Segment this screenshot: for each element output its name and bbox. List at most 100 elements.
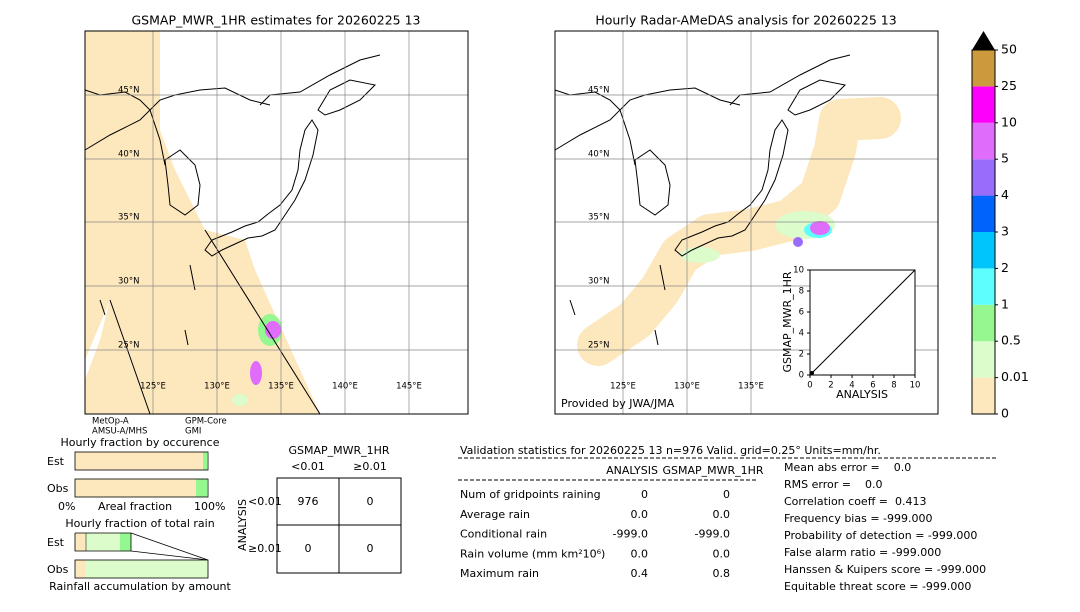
- row-label: Obs: [47, 563, 69, 576]
- stat-label: Average rain: [460, 508, 530, 521]
- x-tick-label: 2: [828, 381, 833, 391]
- inset-xlabel: ANALYSIS: [836, 388, 888, 401]
- map-title: GSMAP_MWR_1HR estimates for 20260225 13: [132, 13, 421, 28]
- colorbar-segment: [972, 268, 995, 305]
- x-tick-label: 4: [849, 381, 854, 391]
- colorbar-segment: [972, 159, 995, 196]
- colorbar-label: 3: [1001, 224, 1009, 239]
- map-title: Hourly Radar-AMeDAS analysis for 2026022…: [595, 13, 896, 28]
- colorbar-label: 10: [1001, 114, 1017, 129]
- score: Hanssen & Kuipers score = -999.000: [784, 563, 986, 576]
- lat-label: 45°N: [118, 86, 139, 96]
- fraction-bar: [203, 452, 207, 470]
- row-label: Est: [47, 455, 65, 468]
- lat-label: 40°N: [588, 150, 609, 160]
- colorbar-segment: [972, 341, 995, 378]
- lon-label: 135°E: [268, 382, 294, 392]
- swath-edge: [204, 229, 321, 415]
- colorbar-segment: [972, 232, 995, 269]
- swath-edge: [109, 299, 151, 415]
- lon-label: 125°E: [610, 382, 636, 392]
- score: Correlation coeff = 0.413: [784, 495, 926, 508]
- lon-label: 140°E: [332, 382, 358, 392]
- map-border: [84, 30, 469, 415]
- rain-area: [250, 361, 262, 385]
- scatter-point: [810, 371, 814, 375]
- stat-value: 0: [723, 488, 730, 501]
- colorbar: 0 0.01 0.5 1 2 3 4 5 10 25 50: [971, 42, 1029, 421]
- table-title: GSMAP_MWR_1HR: [288, 444, 389, 457]
- analysis-area: [577, 97, 901, 366]
- lat-label: 30°N: [588, 277, 609, 287]
- score: RMS error = 0.0: [784, 478, 882, 491]
- row-label: Est: [47, 536, 65, 549]
- x-tick-label: 10: [910, 381, 921, 391]
- colorbar-label: 0: [1001, 406, 1009, 421]
- axis-label: 0%: [58, 500, 75, 513]
- table-cell: 976: [298, 495, 319, 508]
- colorbar-label: 50: [1001, 42, 1017, 57]
- stats-table: Num of gridpoints raining 0 0 Average rain 0…: [460, 488, 730, 580]
- y-tick-label: 4: [799, 329, 804, 339]
- map-border: [554, 30, 939, 415]
- score: False alarm ratio = -999.000: [784, 546, 941, 559]
- lat-label: 45°N: [588, 86, 609, 96]
- lon-label: 130°E: [674, 382, 700, 392]
- x-tick-label: 6: [870, 381, 875, 391]
- x-tick-label: 8: [891, 381, 896, 391]
- score: Mean abs error = 0.0: [784, 461, 911, 474]
- lat-label: 30°N: [118, 277, 139, 287]
- fraction-bar: [75, 560, 86, 578]
- colorbar-segment: [972, 304, 995, 342]
- stat-value: 0.0: [631, 508, 649, 521]
- bar-frame: [74, 559, 209, 579]
- stat-value: 0.0: [713, 547, 731, 560]
- table-ylabel: ANALYSIS: [236, 499, 249, 551]
- axis-label: 100%: [194, 500, 225, 513]
- stat-label: Conditional rain: [460, 528, 547, 541]
- colorbar-segment: [972, 195, 995, 232]
- panel-footer: Rainfall accumulation by amount: [49, 580, 231, 593]
- table-cell: 0: [305, 542, 312, 555]
- score: Frequency bias = -999.000: [784, 512, 933, 525]
- column-header: ANALYSIS: [606, 464, 658, 477]
- panel-title: Hourly fraction by occurence: [61, 436, 220, 449]
- rain-area: [680, 247, 720, 263]
- colorbar-extend: [972, 31, 995, 50]
- stat-value: -999.0: [695, 528, 730, 541]
- lat-label: 25°N: [588, 341, 609, 351]
- row-label: <0.01: [248, 495, 282, 508]
- connector: [130, 550, 209, 561]
- colorbar-label: 25: [1001, 78, 1017, 93]
- bar-frame: [74, 478, 209, 498]
- colorbar-segment: [972, 122, 995, 160]
- stat-label: Maximum rain: [460, 567, 539, 580]
- lon-label: 135°E: [738, 382, 764, 392]
- connector: [130, 532, 209, 561]
- stat-value: 0.4: [631, 567, 649, 580]
- column-label: ≥0.01: [353, 460, 387, 473]
- credit: Provided by JWA/JMA: [561, 397, 675, 410]
- lon-label: 125°E: [140, 382, 166, 392]
- y-tick-label: 0: [799, 371, 804, 381]
- table-cell: 0: [367, 495, 374, 508]
- colorbar-label: 5: [1001, 151, 1009, 166]
- stat-value: 0.8: [713, 567, 731, 580]
- sensor-label: MetOp-A: [92, 417, 129, 427]
- table-cell: 0: [367, 542, 374, 555]
- colorbar-label: 2: [1001, 260, 1009, 275]
- rain-area: [793, 237, 803, 247]
- y-tick-label: 8: [799, 287, 804, 297]
- colorbar-segment: [972, 377, 995, 414]
- fraction-bar: [196, 479, 207, 497]
- inset-axes: 00 2 2 4 4 6 6 8 8 10 10: [793, 266, 920, 391]
- sensor-label: GPM-Core: [185, 417, 227, 427]
- stat-label: Rain volume (mm km²10⁶): [460, 547, 605, 560]
- score: Probability of detection = -999.000: [784, 529, 977, 542]
- lat-label: 40°N: [118, 150, 139, 160]
- colorbar-segment: [972, 86, 995, 123]
- lat-label: 25°N: [118, 341, 139, 351]
- map-grid: 45°N 40°N 35°N 30°N 25°N 125°E 130°E 135°E 140°E…: [85, 31, 468, 414]
- column-header: GSMAP_MWR_1HR: [662, 464, 763, 477]
